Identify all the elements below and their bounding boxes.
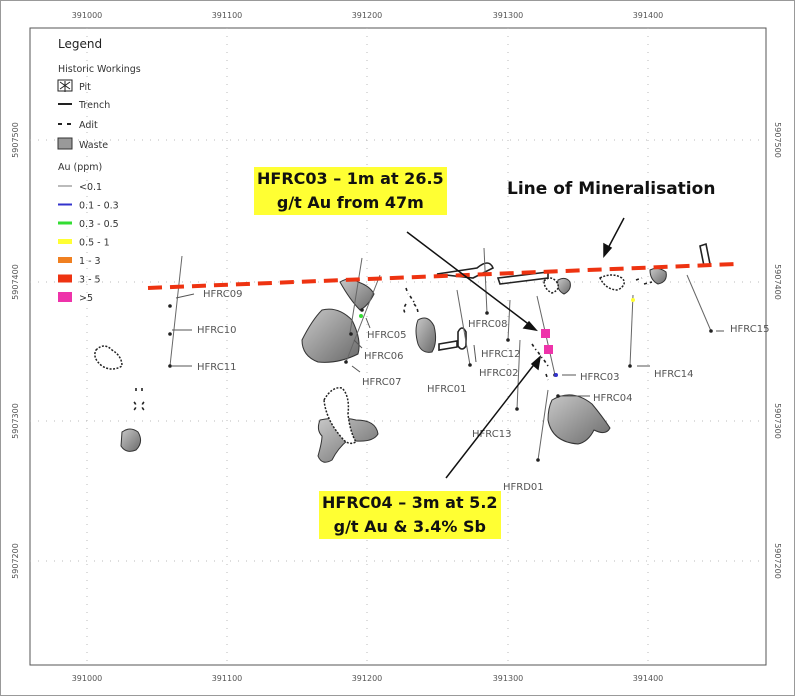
- hfrc03-callout: HFRC03 – 1m at 26.5 g/t Au from 47m: [254, 167, 447, 215]
- drillhole-label: HFRC07: [362, 377, 401, 388]
- mineralisation-label: Line of Mineralisation: [507, 179, 716, 199]
- drillhole-label: HFRC02: [479, 368, 518, 379]
- drillhole-label: HFRC09: [203, 289, 242, 300]
- assay-intervals: [359, 298, 635, 377]
- drillhole-label: HFRC05: [367, 330, 406, 341]
- adits: [133, 277, 653, 411]
- hfrc04-callout-line2: g/t Au & 3.4% Sb: [333, 517, 486, 536]
- y-tick-label: 5907400: [11, 264, 20, 300]
- assay-gt5: [544, 345, 553, 354]
- hfrc03-callout-line1: HFRC03 – 1m at 26.5: [257, 169, 444, 188]
- drillhole-label: HFRC06: [364, 351, 403, 362]
- drillhole-label: HFRD01: [503, 482, 544, 493]
- au-class-label: 0.3 - 0.5: [79, 219, 119, 230]
- x-tick-label: 391400: [633, 11, 664, 20]
- au-class-label: <0.1: [79, 182, 102, 193]
- x-tick-label: 391200: [352, 674, 383, 683]
- x-tick-label: 391300: [493, 674, 524, 683]
- y-tick-label: 5907400: [773, 264, 782, 300]
- drill-traces: [169, 247, 712, 461]
- hfrc04-callout-line1: HFRC04 – 3m at 5.2: [322, 493, 498, 512]
- drillhole-label: HFRC12: [481, 349, 520, 360]
- x-tick-label: 391100: [212, 11, 243, 20]
- y-tick-label: 5907300: [11, 403, 20, 439]
- waste-dumps: [120, 267, 667, 463]
- historic-title: Historic Workings: [58, 64, 141, 75]
- x-tick-label: 391100: [212, 674, 243, 683]
- assay-gt5: [541, 329, 550, 338]
- x-tick-label: 391400: [633, 674, 664, 683]
- y-tick-label: 5907500: [773, 122, 782, 158]
- y-tick-label: 5907300: [773, 403, 782, 439]
- hfrc04-callout: HFRC04 – 3m at 5.2 g/t Au & 3.4% Sb: [319, 491, 501, 539]
- drillhole-label: HFRC03: [580, 372, 619, 383]
- au-class-label: >5: [79, 293, 93, 304]
- legend-title: Legend: [58, 37, 102, 51]
- au-class-label: 0.1 - 0.3: [79, 201, 119, 212]
- au-title: Au (ppm): [58, 162, 102, 173]
- drillhole-label: HFRC15: [730, 324, 769, 335]
- drillhole-label: HFRC14: [654, 369, 693, 380]
- drillhole-label: HFRC13: [472, 429, 511, 440]
- grid: [30, 28, 766, 665]
- hfrc03-callout-line2: g/t Au from 47m: [276, 193, 424, 212]
- y-tick-label: 5907200: [11, 543, 20, 579]
- au-class-label: 0.5 - 1: [79, 238, 110, 249]
- waste-icon: [57, 137, 73, 150]
- drillhole-label: HFRC10: [197, 325, 236, 336]
- y-tick-label: 5907200: [773, 543, 782, 579]
- drillhole-label: HFRC01: [427, 384, 466, 395]
- legend-pit: Pit: [79, 82, 91, 93]
- legend: Legend Historic Workings Pit Trench Adit…: [57, 37, 141, 304]
- map-frame: [29, 27, 767, 666]
- drillhole-label: HFRC04: [593, 393, 632, 404]
- x-tick-label: 391300: [493, 11, 524, 20]
- x-tick-label: 391000: [72, 674, 103, 683]
- au-class-label: 1 - 3: [79, 256, 101, 267]
- drillhole-label: HFRC08: [468, 319, 507, 330]
- mineralisation-line: [147, 262, 737, 290]
- callout-arrows: [406, 217, 625, 479]
- drillhole-label: HFRC11: [197, 362, 236, 373]
- x-tick-label: 391000: [72, 11, 103, 20]
- leaders: [172, 293, 724, 397]
- legend-waste: Waste: [79, 140, 108, 151]
- au-class-label: 3 - 5: [79, 275, 101, 286]
- pits: [94, 274, 625, 445]
- y-tick-label: 5907500: [11, 122, 20, 158]
- legend-trench: Trench: [78, 100, 110, 111]
- x-tick-label: 391200: [352, 11, 383, 20]
- legend-adit: Adit: [79, 120, 98, 131]
